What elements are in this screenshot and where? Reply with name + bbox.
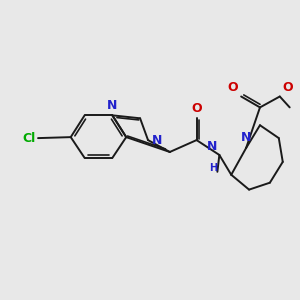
Text: N: N	[207, 140, 217, 153]
Text: N: N	[152, 134, 162, 147]
Text: O: O	[191, 102, 202, 115]
Text: N: N	[107, 99, 118, 112]
Text: Cl: Cl	[22, 132, 36, 145]
Text: O: O	[228, 81, 238, 94]
Text: H: H	[209, 163, 217, 173]
Text: O: O	[283, 81, 293, 94]
Text: N: N	[241, 131, 251, 145]
